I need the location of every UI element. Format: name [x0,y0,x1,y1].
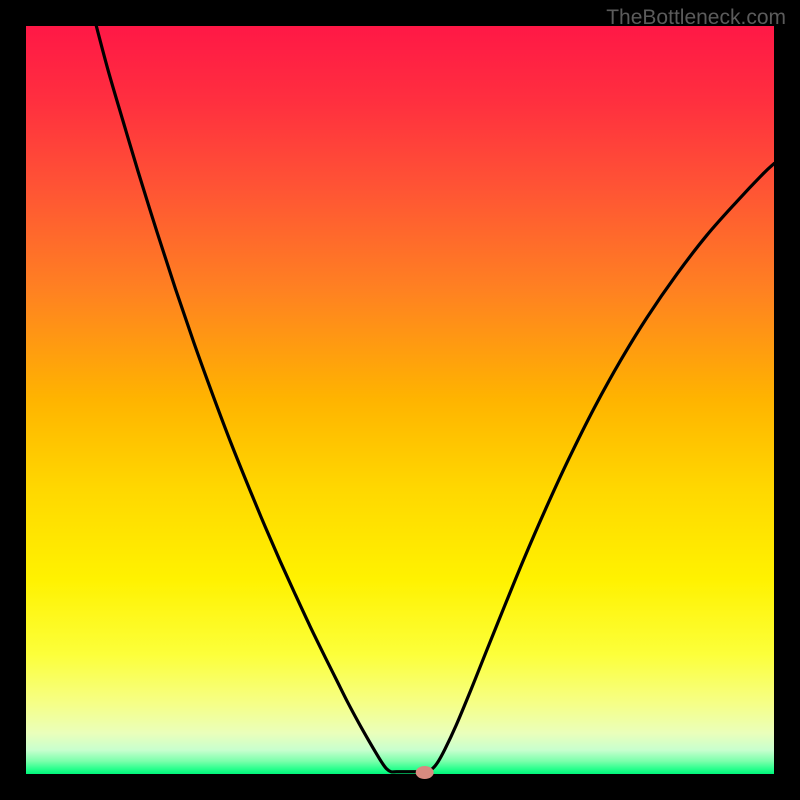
plot-background [26,26,774,774]
bottleneck-chart [0,0,800,800]
chart-container: TheBottleneck.com [0,0,800,800]
minimum-marker [416,766,434,779]
watermark-text: TheBottleneck.com [606,6,786,30]
